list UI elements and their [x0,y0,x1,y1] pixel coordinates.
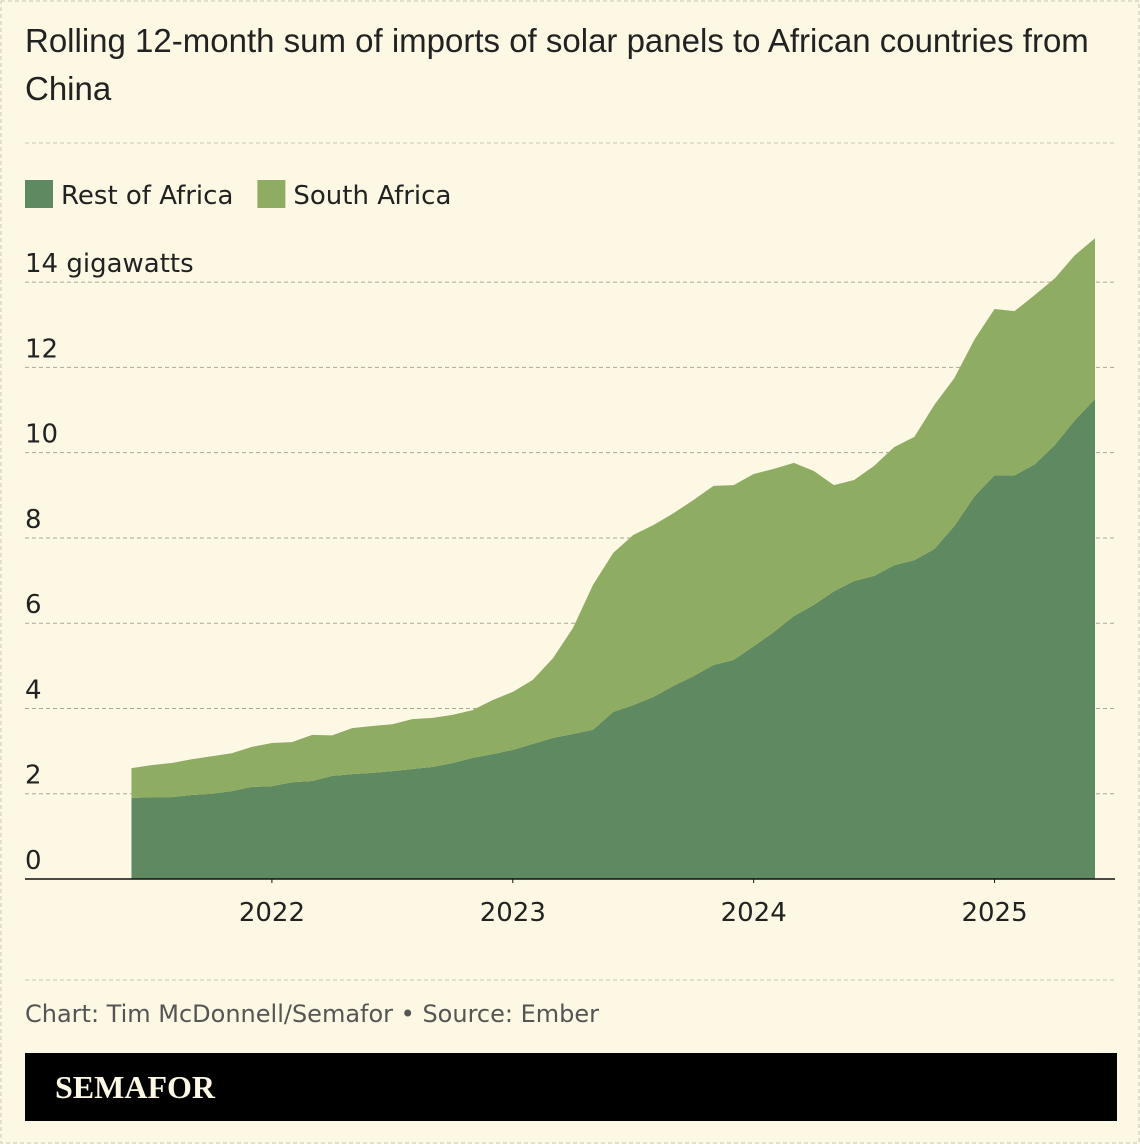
area [131,238,1096,798]
y-tick-label: 2 [25,761,42,791]
y-tick-label: 4 [25,675,42,705]
y-tick-label: 12 [25,334,58,364]
brand-bar [25,1053,1117,1121]
brand: SEMAFOR [55,1069,216,1105]
y-tick-label: 10 [25,420,58,450]
legend-label: South Africa [293,181,451,211]
legend-swatch [257,180,286,208]
y-tick-label: 8 [25,505,42,535]
y-tick-label: 14 gigawatts [25,249,194,279]
x-tick-label: 2022 [239,898,305,928]
x-tick-label: 2024 [721,898,787,928]
legend-label: Rest of Africa [61,181,233,211]
source: Chart: Tim McDonnell/Semafor • Source: E… [25,1000,599,1028]
chart-title-line: Rolling 12-month sum of imports of solar… [25,22,1089,107]
legend-swatch [25,180,53,208]
y-tick-label: 6 [25,590,42,620]
y-tick-label: 0 [25,846,42,876]
area [131,398,1096,879]
x-tick-label: 2025 [961,898,1027,928]
x-tick-label: 2023 [480,898,546,928]
